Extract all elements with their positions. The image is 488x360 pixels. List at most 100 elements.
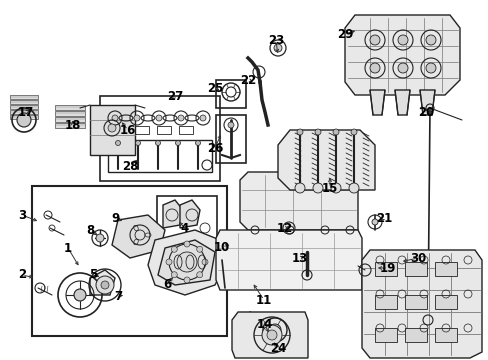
Polygon shape: [231, 312, 307, 358]
Bar: [10, 105, 38, 109]
Polygon shape: [216, 230, 361, 290]
Bar: [434, 295, 456, 309]
Text: 17: 17: [18, 105, 34, 118]
Bar: [10, 110, 38, 114]
Text: 2: 2: [18, 269, 26, 282]
Text: 15: 15: [321, 181, 338, 194]
Polygon shape: [369, 90, 384, 115]
Circle shape: [397, 35, 407, 45]
Circle shape: [155, 140, 160, 145]
Bar: [55, 123, 85, 128]
Circle shape: [171, 246, 177, 252]
Text: 29: 29: [336, 27, 352, 41]
Bar: [404, 328, 426, 342]
Bar: [55, 117, 85, 122]
Circle shape: [101, 281, 109, 289]
Text: 25: 25: [206, 81, 223, 95]
Bar: [374, 328, 396, 342]
Circle shape: [273, 44, 282, 52]
Text: 9: 9: [111, 212, 119, 225]
Circle shape: [195, 140, 200, 145]
Circle shape: [294, 183, 305, 193]
Polygon shape: [278, 130, 374, 190]
Circle shape: [296, 129, 303, 135]
Text: 4: 4: [181, 221, 189, 234]
Circle shape: [202, 259, 207, 265]
Bar: [90, 105, 135, 155]
Text: 19: 19: [379, 261, 395, 274]
Bar: [32, 186, 226, 336]
Circle shape: [96, 276, 114, 294]
Circle shape: [112, 115, 118, 121]
Circle shape: [171, 272, 177, 278]
Text: 28: 28: [122, 159, 138, 172]
Circle shape: [115, 140, 120, 145]
Text: 14: 14: [256, 319, 273, 332]
Circle shape: [74, 289, 86, 301]
Text: 1: 1: [64, 242, 72, 255]
Polygon shape: [90, 270, 115, 295]
Polygon shape: [148, 230, 224, 295]
Circle shape: [332, 129, 338, 135]
Circle shape: [156, 115, 162, 121]
Circle shape: [183, 241, 190, 247]
Polygon shape: [361, 250, 481, 358]
Polygon shape: [158, 240, 215, 285]
Bar: [10, 115, 38, 119]
Polygon shape: [112, 215, 164, 258]
Text: 3: 3: [18, 208, 26, 221]
Circle shape: [348, 183, 358, 193]
Bar: [216, 80, 245, 108]
Circle shape: [330, 183, 340, 193]
Circle shape: [17, 113, 31, 127]
Polygon shape: [394, 90, 409, 115]
Text: 8: 8: [86, 224, 94, 237]
Circle shape: [177, 252, 197, 272]
Circle shape: [314, 129, 320, 135]
Circle shape: [135, 230, 145, 240]
Circle shape: [262, 325, 282, 345]
Text: 23: 23: [267, 33, 284, 46]
Bar: [374, 262, 396, 276]
Polygon shape: [163, 200, 183, 228]
Circle shape: [134, 115, 140, 121]
Circle shape: [178, 115, 183, 121]
Bar: [113, 126, 127, 134]
Circle shape: [266, 330, 276, 340]
Polygon shape: [345, 15, 459, 95]
Circle shape: [425, 35, 435, 45]
Circle shape: [227, 122, 234, 128]
Bar: [135, 126, 149, 134]
Text: 5: 5: [89, 267, 97, 280]
Bar: [216, 115, 245, 163]
Bar: [179, 126, 193, 134]
Text: 6: 6: [163, 278, 171, 291]
Text: 18: 18: [65, 118, 81, 131]
Circle shape: [371, 219, 377, 225]
Polygon shape: [180, 200, 200, 228]
Text: 21: 21: [375, 212, 391, 225]
Text: 30: 30: [409, 252, 425, 265]
Bar: [404, 295, 426, 309]
Text: 24: 24: [269, 342, 285, 355]
Text: 20: 20: [417, 105, 433, 118]
Bar: [434, 328, 456, 342]
Bar: [108, 140, 212, 172]
Text: 27: 27: [166, 90, 183, 103]
Text: 13: 13: [291, 252, 307, 265]
Circle shape: [165, 259, 172, 265]
Circle shape: [425, 63, 435, 73]
Bar: [10, 100, 38, 104]
Polygon shape: [240, 172, 357, 230]
Bar: [157, 196, 217, 248]
Bar: [55, 105, 85, 110]
Text: 22: 22: [240, 73, 256, 86]
Text: 7: 7: [114, 289, 122, 302]
Circle shape: [369, 63, 379, 73]
Circle shape: [369, 35, 379, 45]
Bar: [100, 96, 220, 181]
Bar: [10, 95, 38, 99]
Text: 10: 10: [213, 240, 230, 253]
Circle shape: [397, 63, 407, 73]
Circle shape: [312, 183, 323, 193]
